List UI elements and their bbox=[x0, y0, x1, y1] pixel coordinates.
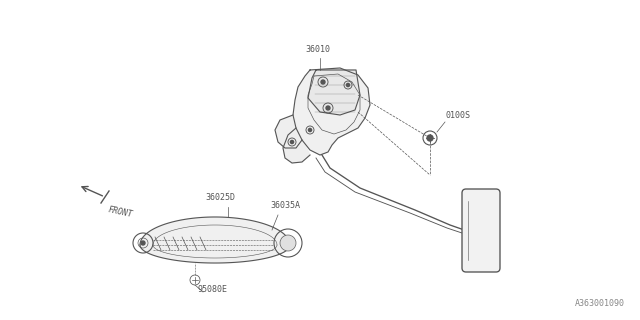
Circle shape bbox=[280, 235, 296, 251]
Text: 36035A: 36035A bbox=[270, 201, 300, 210]
Text: 95080E: 95080E bbox=[198, 285, 228, 294]
Circle shape bbox=[291, 140, 294, 144]
Text: 36025D: 36025D bbox=[205, 193, 235, 202]
Text: A363001090: A363001090 bbox=[575, 299, 625, 308]
Polygon shape bbox=[308, 70, 360, 115]
Circle shape bbox=[308, 128, 312, 132]
Polygon shape bbox=[140, 217, 290, 263]
Text: FRONT: FRONT bbox=[107, 205, 133, 219]
Circle shape bbox=[326, 106, 330, 110]
Polygon shape bbox=[283, 128, 310, 163]
FancyBboxPatch shape bbox=[462, 189, 500, 272]
Circle shape bbox=[346, 84, 349, 87]
Circle shape bbox=[321, 80, 325, 84]
Circle shape bbox=[427, 135, 433, 141]
Text: 0100S: 0100S bbox=[445, 111, 470, 120]
Polygon shape bbox=[293, 68, 370, 155]
Polygon shape bbox=[275, 115, 302, 148]
Circle shape bbox=[141, 241, 145, 245]
Text: 36010: 36010 bbox=[305, 45, 330, 54]
